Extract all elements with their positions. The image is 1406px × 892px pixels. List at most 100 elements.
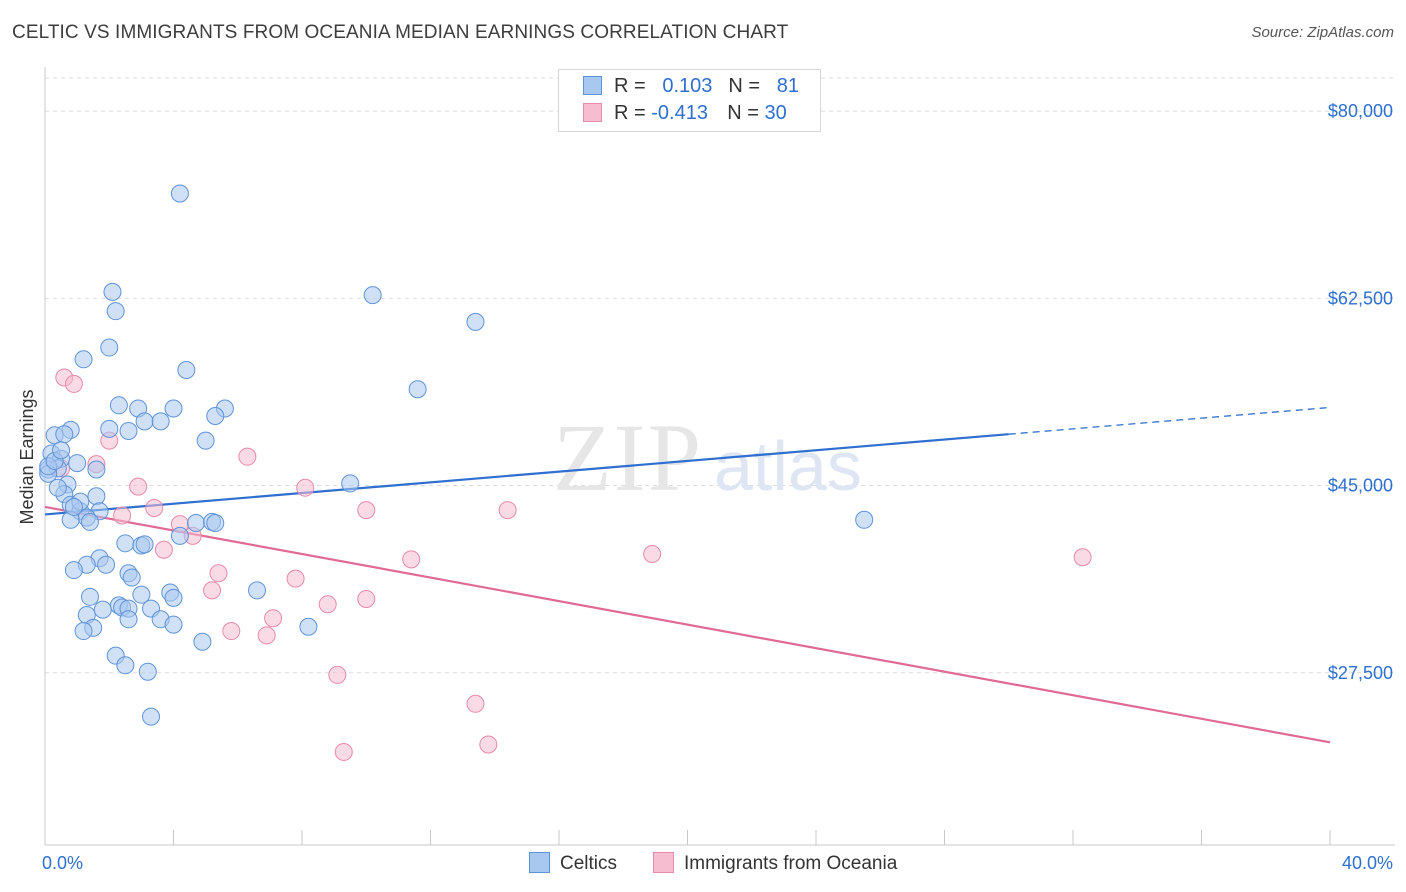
oceania-point [334,742,353,761]
celtic-point [855,510,874,529]
celtic-point [106,302,125,321]
celtic-point [100,338,119,357]
r-label: R = [614,102,646,124]
oceania-point [257,626,276,645]
celtic-point [170,526,189,545]
oceania-point [203,581,222,600]
celtics-swatch [583,76,602,95]
celtic-point [68,454,87,473]
celtic-point [164,588,183,607]
oceania-point [64,374,83,393]
r-value: 0.103 [662,75,713,97]
oceania-point [498,501,517,520]
celtic-point [55,425,74,444]
celtic-point [164,615,183,634]
celtic-point [248,581,267,600]
oceania-legend-swatch [653,852,674,873]
celtic-point [363,286,382,305]
celtic-points [39,184,874,726]
celtic-point [74,622,93,641]
celtic-point [122,568,141,587]
celtic-point [164,399,183,418]
celtic-point [103,282,122,301]
r-value: -0.413 [651,102,708,124]
celtic-point [186,513,205,532]
celtic-point [119,610,138,629]
legend-item-oceania: Immigrants from Oceania [653,852,897,875]
celtic-trend-extension [1008,406,1331,435]
stats-legend-row-oceania: R = -0.413 N = 30 [583,102,787,126]
x-tick-label-end: 40.0% [1342,853,1393,873]
oceania-point [357,501,376,520]
oceania-point [357,589,376,608]
celtic-point [135,412,154,431]
stats-legend: R = 0.103 N = 81 R = -0.413 N = 30 [558,69,821,132]
oceania-point [129,477,148,496]
chart-title: CELTIC VS IMMIGRANTS FROM OCEANIA MEDIAN… [12,22,789,43]
y-tick-label: $80,000 [1328,101,1393,121]
oceania-point [296,478,315,497]
celtic-point [135,535,154,554]
celtic-point [341,474,360,493]
celtic-point [206,407,225,426]
oceania-point [286,569,305,588]
celtic-point [116,534,135,553]
celtics-legend-label: Celtics [560,853,618,874]
legend-item-celtics: Celtics [529,852,617,875]
celtic-point [93,600,112,619]
celtic-point [109,396,128,415]
celtic-point [64,561,83,580]
celtic-point [87,460,106,479]
y-axis-title: Median Earnings [17,389,37,524]
celtic-point [80,512,99,531]
celtic-point [408,380,427,399]
oceania-point [145,499,164,518]
celtics-legend-swatch [529,852,550,873]
celtic-point [138,662,157,681]
oceania-point [154,540,173,559]
grid [45,77,1395,674]
oceania-points [52,368,1092,761]
celtic-point [196,431,215,450]
y-tick-label: $27,500 [1328,663,1393,683]
celtic-point [466,312,485,331]
y-tick-label: $45,000 [1328,476,1393,496]
oceania-swatch [583,103,602,122]
n-label: N = [727,102,759,124]
oceania-trend-line [44,505,1331,744]
oceania-point [479,735,498,754]
celtic-point [74,350,93,369]
watermark-atlas: atlas [714,427,862,505]
celtic-point [177,361,196,380]
celtic-point [100,419,119,438]
oceania-legend-label: Immigrants from Oceania [684,853,898,874]
r-label: R = [614,75,646,97]
oceania-point [113,506,132,525]
source-label: Source: ZipAtlas.com [1251,24,1394,41]
celtic-point [119,421,138,440]
n-label: N = [728,75,761,97]
x-tick-label-start: 0.0% [42,853,83,873]
celtic-point [299,617,318,636]
watermark: ZIP atlas [553,404,862,511]
oceania-point [402,550,421,569]
celtic-point [52,441,71,460]
celtic-point [97,555,116,574]
celtic-point [87,487,106,506]
y-tick-label: $62,500 [1328,288,1393,308]
celtic-point [132,585,151,604]
n-value: 81 [776,75,799,97]
celtic-point [170,184,189,203]
stats-legend-row-celtics: R = 0.103 N = 81 [583,75,799,99]
oceania-point [643,545,662,564]
trend-lines [44,406,1331,744]
watermark-zip: ZIP [553,404,703,511]
axis-labels: $27,500 $45,000 $62,500 $80,000 0.0% 40.0% Med… [17,101,1393,873]
oceania-point [328,665,347,684]
celtic-point [80,587,99,606]
celtic-point [151,412,170,431]
oceania-point [466,694,485,713]
celtic-point [48,478,67,497]
celtic-point [206,513,225,532]
